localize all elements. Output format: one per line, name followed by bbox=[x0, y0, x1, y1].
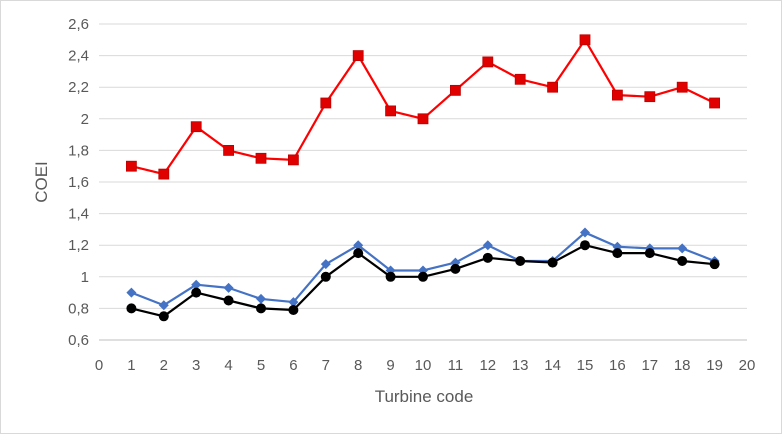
x-tick-label: 4 bbox=[224, 357, 232, 374]
data-point-circle bbox=[418, 271, 428, 282]
x-tick-label: 11 bbox=[448, 357, 464, 374]
x-tick-label: 2 bbox=[160, 357, 168, 374]
gridlines bbox=[99, 23, 747, 341]
data-point-square bbox=[190, 121, 202, 133]
data-point-circle bbox=[223, 295, 234, 306]
data-point-circle bbox=[677, 256, 688, 266]
x-tick-label: 6 bbox=[289, 357, 297, 374]
x-tick-label: 18 bbox=[674, 357, 691, 374]
x-tick-label: 16 bbox=[609, 357, 626, 374]
x-tick-label: 9 bbox=[386, 357, 394, 374]
y-tick-label: 2,6 bbox=[68, 16, 89, 33]
x-axis-title: Turbine code bbox=[375, 387, 474, 406]
data-point-circle bbox=[256, 303, 266, 314]
data-point-circle bbox=[353, 248, 364, 259]
y-tick-label: 0,8 bbox=[68, 300, 89, 317]
data-point-square bbox=[417, 113, 429, 125]
y-tick-label: 2 bbox=[81, 111, 89, 128]
data-point-circle bbox=[126, 303, 137, 314]
data-point-square bbox=[644, 91, 656, 103]
x-tick-label: 14 bbox=[544, 357, 561, 374]
data-point-circle bbox=[158, 311, 169, 322]
data-point-circle bbox=[482, 252, 493, 263]
y-tick-label: 1,4 bbox=[68, 206, 89, 223]
data-point-diamond bbox=[256, 293, 266, 304]
x-tick-label: 12 bbox=[479, 357, 496, 374]
data-point-square bbox=[709, 97, 720, 109]
data-point-diamond bbox=[223, 282, 234, 293]
series-square bbox=[126, 34, 720, 180]
data-point-square bbox=[158, 168, 170, 180]
y-tick-label: 1 bbox=[81, 269, 89, 286]
data-point-circle bbox=[320, 271, 331, 282]
data-point-diamond bbox=[482, 240, 493, 251]
data-point-square bbox=[579, 34, 591, 46]
y-tick-label: 2,2 bbox=[68, 79, 89, 96]
x-tick-label: 1 bbox=[127, 357, 135, 374]
data-point-circle bbox=[580, 240, 590, 251]
x-tick-label: 0 bbox=[95, 357, 103, 374]
data-point-square bbox=[320, 97, 332, 109]
data-point-diamond bbox=[580, 227, 590, 238]
x-tick-label: 5 bbox=[257, 357, 265, 374]
data-point-circle bbox=[288, 304, 299, 315]
y-axis-title: COEI bbox=[32, 161, 51, 203]
series-layer bbox=[126, 34, 720, 322]
x-tick-label: 13 bbox=[512, 357, 529, 374]
data-point-circle bbox=[644, 248, 655, 259]
x-tick-label: 17 bbox=[641, 357, 658, 374]
y-tick-label: 1,6 bbox=[68, 174, 89, 191]
data-point-diamond bbox=[320, 259, 331, 270]
x-tick-label: 7 bbox=[322, 357, 330, 374]
y-tick-label: 1,2 bbox=[68, 237, 89, 254]
data-point-circle bbox=[450, 263, 461, 274]
series-line bbox=[131, 38, 716, 176]
data-point-circle bbox=[612, 248, 623, 259]
data-point-square bbox=[126, 160, 137, 172]
data-point-square bbox=[547, 81, 558, 93]
data-point-square bbox=[223, 144, 235, 156]
x-tick-label: 20 bbox=[739, 357, 756, 374]
data-point-square bbox=[676, 81, 688, 93]
x-tick-label: 19 bbox=[706, 357, 723, 374]
x-axis-ticks: 0 1 2 3 4 5 6 7 8 9 10 11 12 13 14 15 16 17 18 19 20 bbox=[95, 357, 756, 374]
x-tick-label: 3 bbox=[192, 357, 200, 374]
x-tick-label: 8 bbox=[354, 357, 362, 374]
y-axis-ticks: 0,6 0,8 1 1,2 1,4 1,6 1,8 2 2,2 2,4 2,6 bbox=[68, 16, 89, 349]
data-point-diamond bbox=[677, 243, 688, 254]
x-tick-label: 15 bbox=[577, 357, 594, 374]
data-point-circle bbox=[709, 259, 720, 270]
data-point-circle bbox=[547, 257, 558, 268]
y-tick-label: 0,6 bbox=[68, 332, 89, 349]
data-point-square bbox=[514, 73, 526, 85]
data-point-square bbox=[255, 152, 267, 164]
data-point-square bbox=[449, 84, 461, 96]
data-point-square bbox=[482, 56, 494, 68]
data-point-square bbox=[612, 89, 623, 101]
data-point-circle bbox=[191, 287, 202, 298]
data-point-diamond bbox=[126, 287, 137, 298]
data-point-diamond bbox=[191, 279, 202, 290]
data-point-square bbox=[385, 105, 397, 117]
series-circle bbox=[126, 240, 720, 322]
data-point-square bbox=[287, 154, 299, 166]
y-tick-label: 2,4 bbox=[68, 48, 89, 65]
data-point-square bbox=[352, 50, 364, 61]
data-point-diamond bbox=[353, 240, 364, 251]
data-point-circle bbox=[515, 256, 526, 266]
data-point-circle bbox=[385, 271, 396, 282]
x-tick-label: 10 bbox=[415, 357, 432, 374]
y-tick-label: 1,8 bbox=[68, 142, 89, 159]
data-point-diamond bbox=[288, 297, 299, 308]
data-point-diamond bbox=[158, 300, 169, 311]
